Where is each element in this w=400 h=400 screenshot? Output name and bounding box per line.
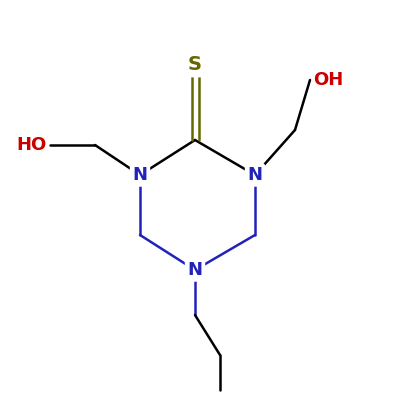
Text: S: S xyxy=(188,56,202,74)
Text: HO: HO xyxy=(17,136,47,154)
Text: OH: OH xyxy=(313,71,343,89)
Text: N: N xyxy=(188,261,202,279)
Text: N: N xyxy=(248,166,262,184)
Text: N: N xyxy=(132,166,148,184)
